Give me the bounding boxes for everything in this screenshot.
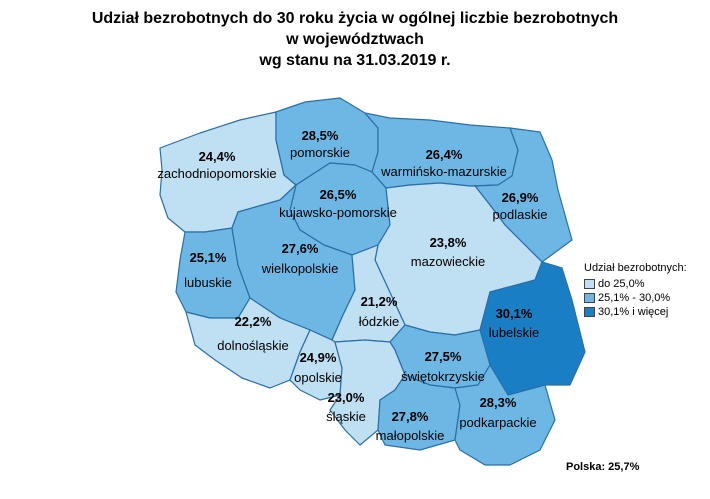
region-name-mazowieckie: mazowieckie [411,254,485,269]
region-value-lubuskie: 25,1% [190,250,227,265]
region-value-pomorskie: 28,5% [302,128,339,143]
title-line-3: wg stanu na 31.03.2019 r. [259,52,451,69]
region-value-swietokrzyskie: 27,5% [425,349,462,364]
region-name-lubelskie: lubelskie [489,325,540,340]
region-value-podkarpackie: 28,3% [480,395,517,410]
region-value-lodzkie: 21,2% [361,294,398,309]
national-total: Polska: 25,7% [566,461,640,473]
legend-swatch-mid [584,293,595,303]
region-value-zachodniopomorskie: 24,4% [199,149,236,164]
region-name-swietokrzyskie: świętokrzyskie [401,369,485,384]
region-value-wielkopolskie: 27,6% [282,241,319,256]
region-value-lubelskie: 30,1% [496,306,533,321]
region-name-opolskie: opolskie [294,370,342,385]
region-name-lubuskie: lubuskie [184,275,232,290]
title-line-1: Udział bezrobotnych do 30 roku życia w o… [91,10,619,27]
region-podkarpackie [454,364,556,466]
legend-label-low: do 25,0% [598,278,645,290]
region-value-slaskie: 23,0% [328,390,365,405]
legend: Udział bezrobotnych: do 25,0% 25,1% - 30… [584,262,687,319]
legend-item-mid: 25,1% - 30,0% [584,291,687,305]
region-name-podlaskie: podlaskie [493,207,548,222]
region-value-malopolskie: 27,8% [392,409,429,424]
region-value-warminsko-mazurskie: 26,4% [426,147,463,162]
region-name-warminsko-mazurskie: warmińsko-mazurskie [380,164,507,179]
region-name-kujawsko-pomorskie: kujawsko-pomorskie [279,205,397,220]
region-opolskie [289,329,343,401]
region-name-pomorskie: pomorskie [290,145,350,160]
map-title: Udział bezrobotnych do 30 roku życia w o… [0,8,710,71]
region-value-mazowieckie: 23,8% [430,235,467,250]
region-name-lodzkie: łódzkie [359,314,399,329]
region-value-kujawsko-pomorskie: 26,5% [320,187,357,202]
region-name-wielkopolskie: wielkopolskie [261,261,339,276]
region-name-slaskie: śląskie [326,409,366,424]
legend-swatch-high [584,307,595,317]
legend-item-high: 30,1% i więcej [584,305,687,319]
legend-title: Udział bezrobotnych: [584,262,687,274]
region-name-malopolskie: małopolskie [376,428,445,443]
legend-label-mid: 25,1% - 30,0% [598,292,671,304]
region-name-zachodniopomorskie: zachodniopomorskie [157,166,276,181]
region-name-dolnoslaskie: dolnośląskie [217,338,289,353]
region-value-opolskie: 24,9% [300,350,337,365]
legend-swatch-low [584,279,595,289]
region-value-dolnoslaskie: 22,2% [235,314,272,329]
region-value-podlaskie: 26,9% [502,190,539,205]
title-line-2: w województwach [286,31,424,48]
legend-label-high: 30,1% i więcej [598,306,669,318]
region-name-podkarpackie: podkarpackie [459,415,536,430]
legend-item-low: do 25,0% [584,277,687,291]
